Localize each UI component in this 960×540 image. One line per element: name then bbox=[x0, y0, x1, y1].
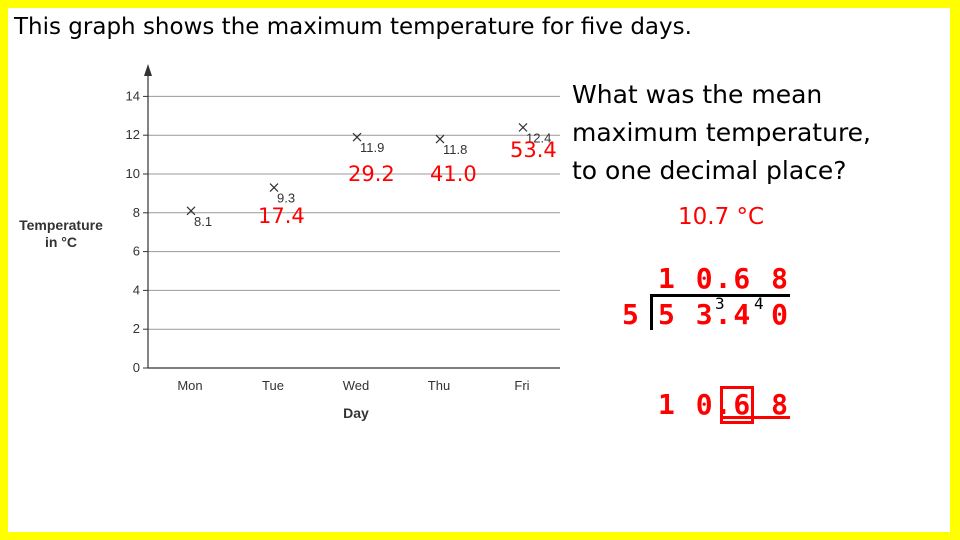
data-label: 12.4 bbox=[526, 130, 551, 145]
slide: This graph shows the maximum temperature… bbox=[8, 8, 950, 532]
question-line-2: maximum temperature, bbox=[572, 118, 871, 147]
x-tick-label: Wed bbox=[343, 378, 370, 393]
rounding-underline bbox=[720, 416, 790, 419]
y-tick-label: 6 bbox=[133, 244, 140, 259]
rounding-box bbox=[720, 386, 754, 424]
running-total-3: 41.0 bbox=[430, 162, 477, 186]
running-total-2: 29.2 bbox=[348, 162, 395, 186]
division-bar bbox=[650, 294, 790, 297]
data-point-fri: 12.4 bbox=[518, 123, 551, 145]
question-line-3: to one decimal place? bbox=[572, 156, 847, 185]
answer-text: 10.7 °C bbox=[678, 204, 765, 230]
x-marker-stroke bbox=[435, 134, 445, 144]
data-points: 8.1 9.3 11.9 11.8 12.4 bbox=[186, 123, 551, 229]
y-axis-title-line1: Temperature bbox=[19, 217, 103, 233]
x-tick-label: Mon bbox=[177, 378, 202, 393]
y-tick-label: 12 bbox=[126, 127, 140, 142]
data-point-wed: 11.9 bbox=[352, 132, 384, 155]
y-axis-title-line2: in °C bbox=[45, 234, 77, 250]
temperature-chart: 0 2 4 6 8 10 12 14 Mon Tue Wed Thu Fri 8.1 9.3 11.9 11.… bbox=[19, 64, 560, 421]
tick-labels: 0 2 4 6 8 10 12 14 Mon Tue Wed Thu Fri bbox=[126, 88, 530, 393]
y-tick-label: 0 bbox=[133, 360, 140, 375]
division-quotient: 1 0.6 8 bbox=[658, 262, 791, 295]
division-bracket bbox=[650, 294, 653, 330]
x-marker-stroke bbox=[186, 206, 196, 216]
data-point-tue: 9.3 bbox=[269, 183, 295, 206]
slide-title: This graph shows the maximum temperature… bbox=[14, 14, 692, 40]
x-marker-stroke bbox=[352, 132, 362, 142]
question-line-1: What was the mean bbox=[572, 80, 823, 109]
data-label: 11.8 bbox=[443, 142, 467, 157]
data-label: 8.1 bbox=[194, 214, 212, 229]
x-tick-label: Tue bbox=[262, 378, 284, 393]
division-carry-1: 3 bbox=[715, 294, 725, 313]
y-tick-label: 4 bbox=[133, 282, 140, 297]
division-carry-2: 4 bbox=[754, 294, 764, 313]
chart-axes bbox=[143, 64, 560, 369]
x-tick-label: Thu bbox=[428, 378, 450, 393]
grid-lines bbox=[148, 95, 560, 330]
running-total-1: 17.4 bbox=[258, 204, 305, 228]
x-marker-stroke bbox=[269, 183, 279, 193]
x-tick-label: Fri bbox=[514, 378, 529, 393]
x-axis-title: Day bbox=[343, 405, 369, 421]
data-label: 11.9 bbox=[360, 140, 384, 155]
y-axis-arrow bbox=[144, 64, 152, 76]
y-tick-label: 8 bbox=[133, 205, 140, 220]
y-tick-label: 2 bbox=[133, 321, 140, 336]
data-point-thu: 11.8 bbox=[435, 134, 467, 157]
division-divisor: 5 bbox=[622, 298, 641, 331]
x-marker-stroke bbox=[518, 123, 528, 132]
running-total-4: 53.4 bbox=[510, 138, 557, 162]
question-text: What was the mean maximum temperature, t… bbox=[572, 76, 871, 190]
y-tick-label: 14 bbox=[126, 88, 140, 103]
y-tick-label: 10 bbox=[126, 166, 140, 181]
data-label: 9.3 bbox=[277, 191, 295, 206]
data-point-mon: 8.1 bbox=[186, 206, 212, 229]
rounded-quotient: 1 0.6 8 bbox=[658, 388, 791, 421]
division-dividend: 5 3.4 0 bbox=[658, 298, 791, 331]
